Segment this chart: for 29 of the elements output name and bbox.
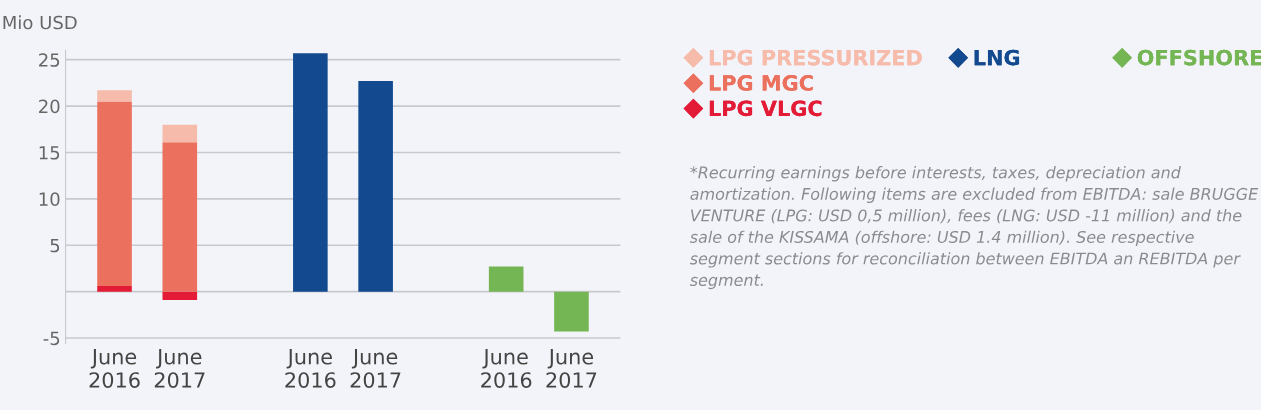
- y-tick-label: -5: [43, 331, 60, 346]
- y-tick-label: 25: [39, 53, 60, 67]
- bar: [488, 266, 524, 292]
- bar: [97, 286, 132, 292]
- legend-label: LNG: [974, 49, 1020, 66]
- bar: [358, 81, 393, 292]
- text: *Recurring earnings before interests, taxes, depreciation and amortization. Following items are excluded from EBITDA: sale BRUGGE VENTURE (LPG: USD 0,5 million), fees (LNG: USD -11 million) and the sale of the KISSAMA (offshore: USD 1.4 million). See respective segment sections for reconciliation between EBITDA an REBITDA per segment.: [689, 166, 1259, 290]
- bar: [162, 291, 198, 300]
- y-tick-label: 5: [50, 238, 60, 253]
- y-tick-label: 15: [39, 146, 60, 160]
- legend-label: LPG MGC: [709, 75, 813, 91]
- bar: [162, 124, 198, 143]
- x-tick-label: June 2016: [481, 349, 532, 388]
- bar: [162, 142, 198, 292]
- x-tick-label: June 2016: [89, 349, 140, 388]
- y-tick-label: 20: [39, 99, 60, 114]
- bar: [293, 53, 328, 292]
- x-tick-label: June 2016: [285, 349, 336, 388]
- y-axis-title: Mio USD: [3, 15, 77, 30]
- bar: [554, 291, 589, 332]
- legend-label: LPG PRESSURIZED: [709, 49, 922, 66]
- x-tick-label: June 2017: [546, 349, 597, 388]
- x-tick-label: June 2017: [350, 349, 401, 388]
- x-tick-label: June 2017: [154, 349, 205, 388]
- bar: [97, 90, 132, 102]
- legend-label: OFFSHORE: [1137, 49, 1261, 66]
- bar: [97, 101, 132, 287]
- legend-label: LPG VLGC: [709, 100, 822, 117]
- y-tick-label: 10: [39, 192, 60, 206]
